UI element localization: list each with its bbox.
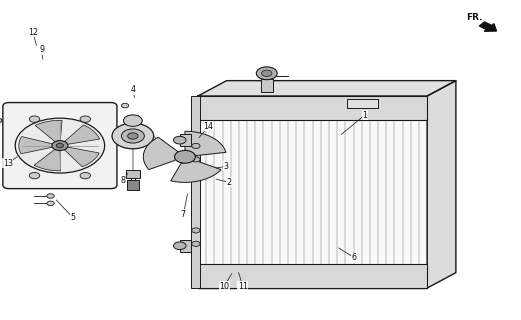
Text: 10: 10 [219, 282, 229, 291]
Text: 9: 9 [39, 45, 44, 54]
Bar [127, 180, 139, 190]
Text: 4: 4 [130, 85, 135, 94]
Bar [180, 240, 191, 252]
Circle shape [80, 116, 91, 122]
Text: 6: 6 [352, 253, 357, 262]
Circle shape [56, 143, 64, 148]
Bar [347, 99, 378, 108]
Bar [260, 79, 273, 92]
Circle shape [262, 70, 272, 76]
Circle shape [15, 118, 105, 173]
Text: 7: 7 [181, 210, 186, 219]
Polygon shape [171, 160, 221, 182]
Polygon shape [34, 149, 60, 171]
Text: 11: 11 [238, 282, 248, 291]
Circle shape [47, 201, 54, 205]
Polygon shape [64, 147, 99, 167]
Circle shape [192, 241, 200, 246]
Circle shape [173, 136, 186, 144]
Bar [180, 134, 191, 146]
Text: FR.: FR. [466, 13, 483, 22]
Circle shape [29, 116, 40, 122]
Circle shape [121, 103, 129, 108]
Text: 12: 12 [28, 28, 38, 36]
Text: 5: 5 [70, 213, 76, 222]
Circle shape [128, 133, 138, 139]
Text: 3: 3 [223, 162, 228, 171]
Circle shape [123, 115, 142, 126]
Circle shape [192, 157, 200, 162]
FancyBboxPatch shape [3, 102, 117, 189]
Polygon shape [198, 81, 456, 96]
Circle shape [121, 129, 144, 143]
Bar [198, 264, 427, 288]
Polygon shape [143, 137, 178, 170]
FancyArrow shape [479, 22, 497, 31]
Bar [126, 170, 140, 178]
Text: 14: 14 [203, 122, 214, 131]
Circle shape [192, 143, 200, 148]
Circle shape [80, 172, 91, 179]
Circle shape [256, 67, 277, 80]
Text: 13: 13 [3, 159, 13, 168]
Text: 8: 8 [121, 176, 126, 185]
Polygon shape [65, 125, 100, 144]
Polygon shape [35, 120, 62, 142]
Circle shape [173, 242, 186, 250]
Polygon shape [427, 81, 456, 288]
Circle shape [29, 172, 40, 179]
Polygon shape [19, 137, 53, 154]
Polygon shape [123, 116, 142, 126]
Circle shape [47, 194, 54, 198]
Bar [198, 96, 427, 288]
Circle shape [112, 123, 154, 149]
Text: 2: 2 [227, 178, 232, 187]
Circle shape [52, 141, 68, 150]
Bar [191, 96, 200, 288]
Polygon shape [185, 131, 226, 156]
Text: 1: 1 [362, 111, 367, 120]
Circle shape [175, 150, 195, 163]
Circle shape [0, 118, 2, 123]
Circle shape [192, 228, 200, 233]
Bar [198, 96, 427, 120]
